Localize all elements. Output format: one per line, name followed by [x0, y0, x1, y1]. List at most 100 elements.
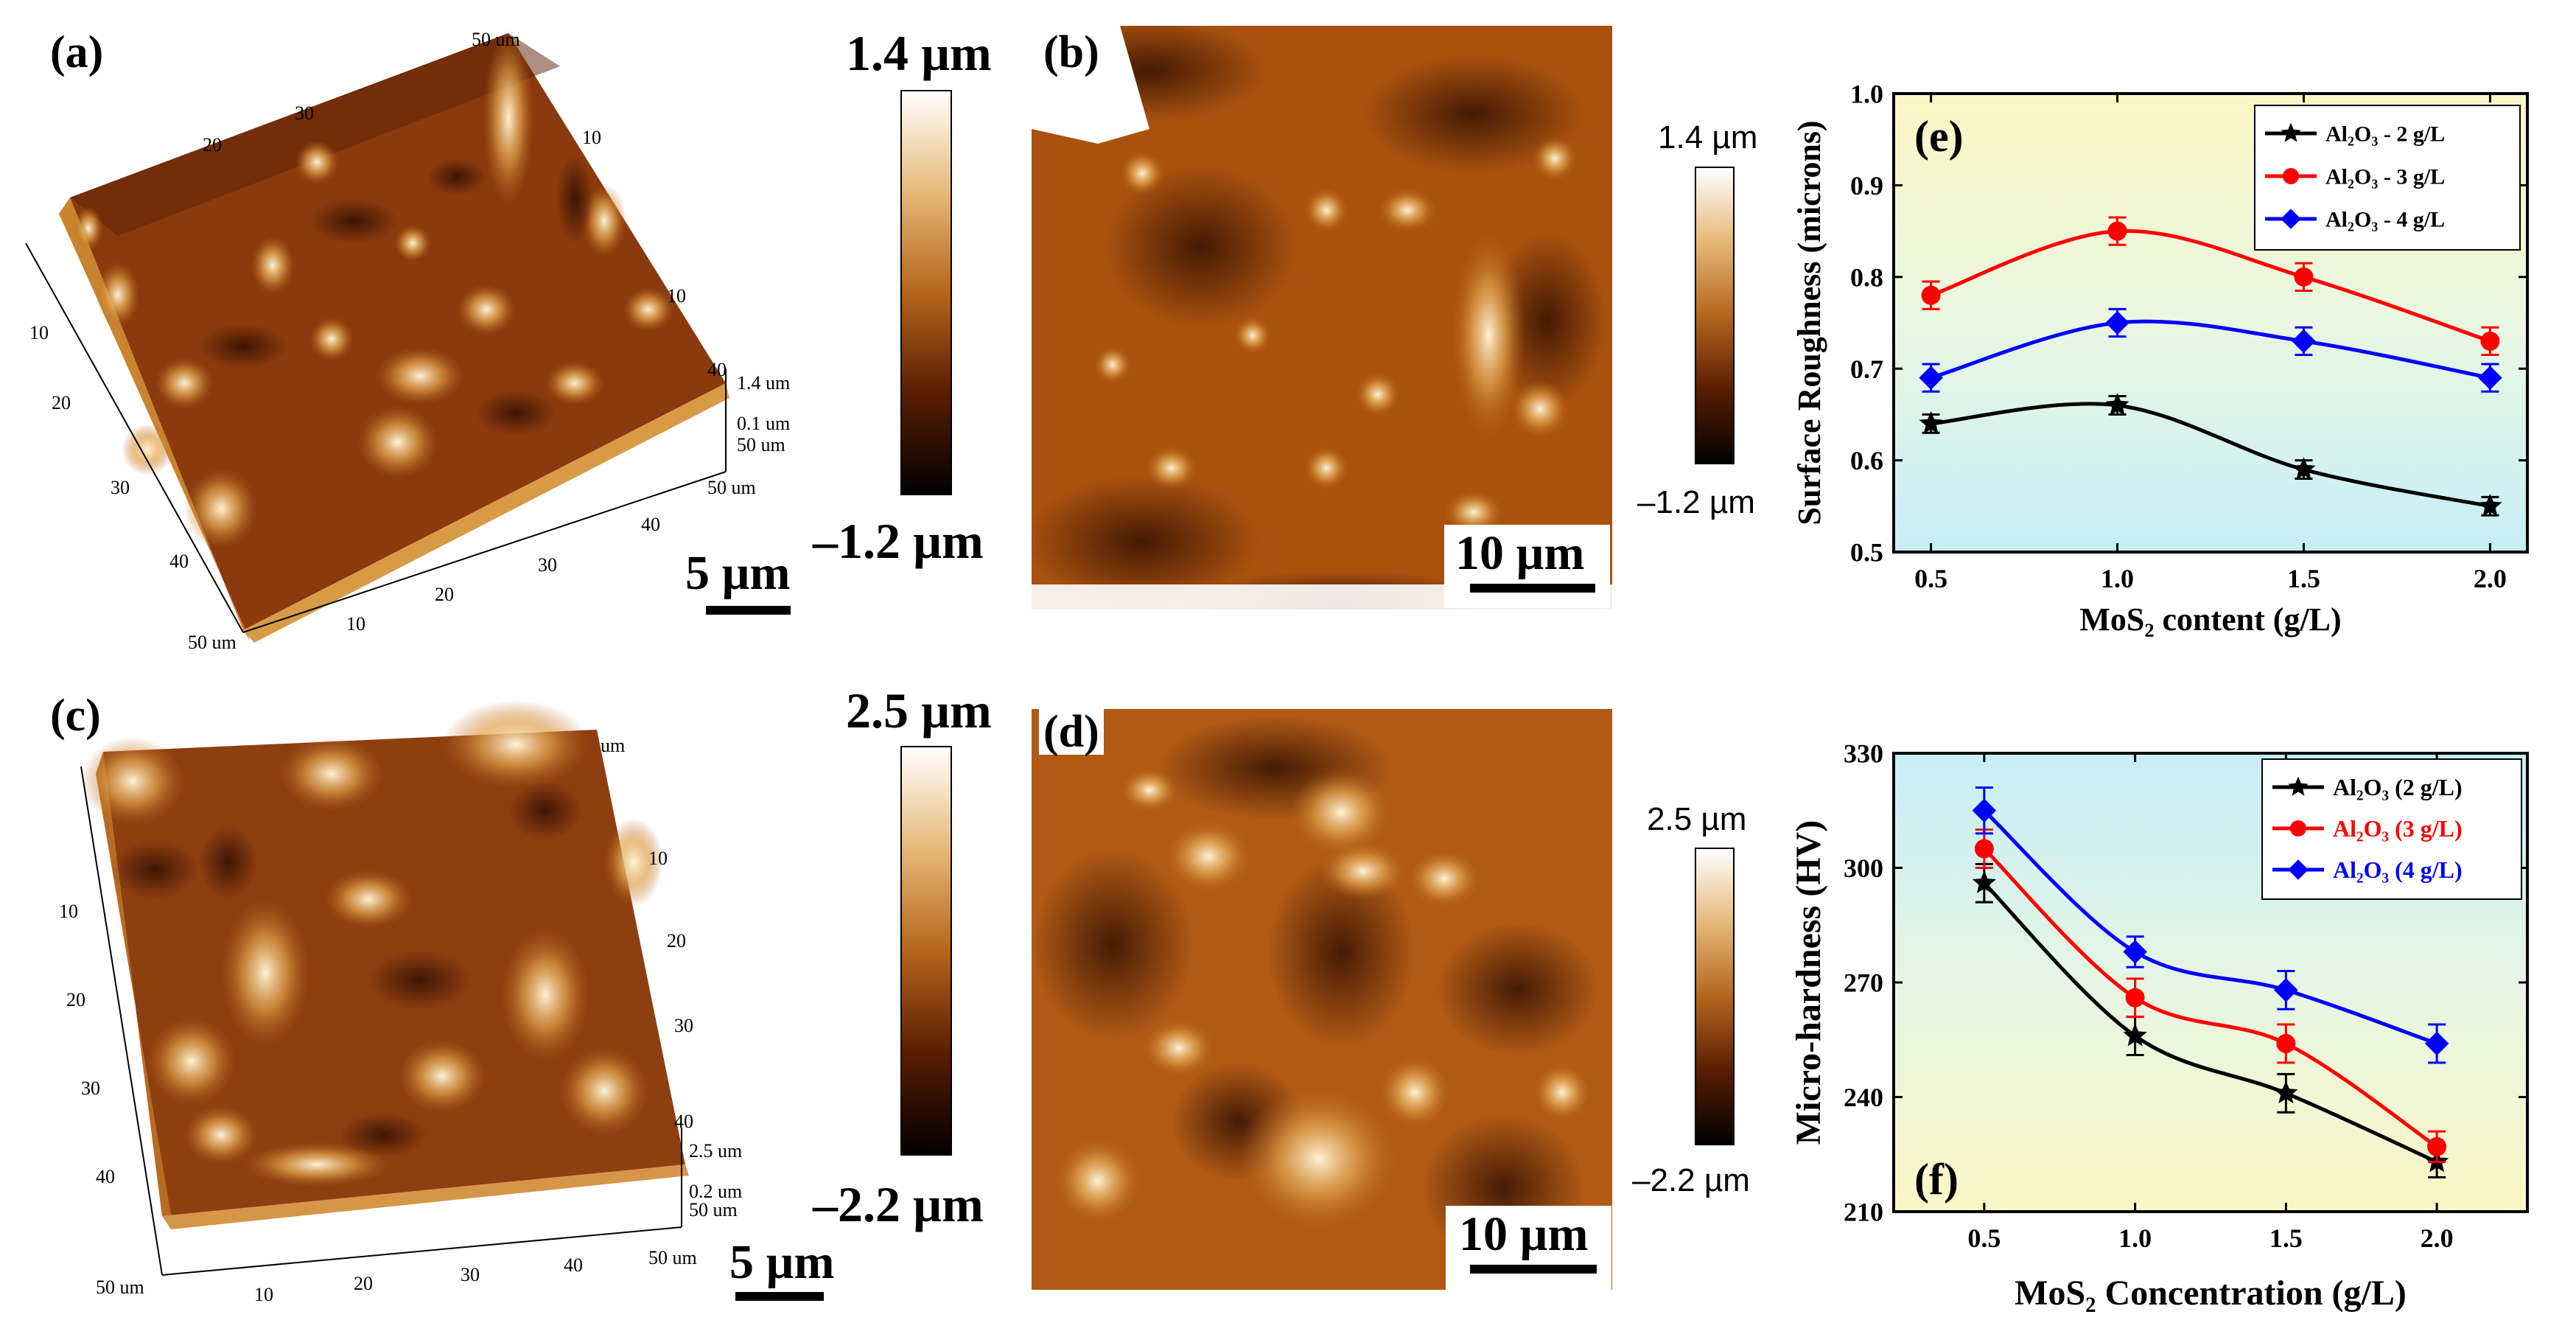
- axis-tick: 40: [564, 1254, 583, 1276]
- data-point: [2427, 1136, 2447, 1156]
- series-line: [1931, 402, 2491, 509]
- data-point: [1972, 870, 1996, 893]
- colorbar-a-top-label: 1.4 µm: [846, 25, 992, 81]
- axis-tick: 20: [203, 134, 222, 156]
- axis-tick: 10: [667, 285, 686, 307]
- legend: Al₂O₃ (2 g/L) Al₂O₃ (3 g/L) Al₂O₃ (4 g/L): [2261, 758, 2522, 900]
- y-tick-label: 0.9: [1850, 171, 1883, 200]
- x-tick-label: 0.5: [1914, 564, 1947, 593]
- panel-label-f: (f): [1914, 1155, 1959, 1204]
- colorbar-b-top-label: 1.4 µm: [1658, 119, 1758, 156]
- data-point: [1919, 366, 1943, 390]
- series: [1974, 828, 2447, 1164]
- afm-3d-surface-a: 50 um 10 20 30 10 20 30 40 50 um 10 20 3…: [25, 29, 790, 653]
- colorbar-b-bottom-label: –1.2 µm: [1637, 484, 1755, 520]
- legend-label: Al₂O₃ (4 g/L): [2333, 856, 2463, 883]
- axis-tick: 30: [461, 1264, 480, 1285]
- series-line: [1930, 228, 2491, 343]
- x-tick-label: 2.0: [2421, 1223, 2454, 1253]
- data-point: [2281, 122, 2301, 142]
- axis-tick: 10: [648, 848, 668, 869]
- data-point: [2125, 988, 2145, 1008]
- axis-tick: 30: [295, 102, 314, 124]
- axis-tick: 0.1 um: [737, 413, 790, 434]
- panel-c: um 10 20 30 10 20 30 40 50 um 10 20 30 4…: [0, 678, 835, 1334]
- data-point: [2288, 859, 2309, 880]
- colorbar-c-bottom-label: –2.2 µm: [813, 1176, 984, 1232]
- x-tick-label: 1.0: [2101, 564, 2134, 593]
- legend-label: Al₂O₃ - 2 g/L: [2325, 122, 2445, 147]
- axis-tick: 40: [707, 359, 727, 380]
- y-tick-label: 1.0: [1850, 80, 1883, 109]
- y-tick-label: 0.6: [1850, 446, 1883, 475]
- series-line: [1983, 847, 2438, 1148]
- scale-bar-b: [1470, 584, 1595, 593]
- panel-label-c: (c): [46, 693, 105, 738]
- colorbar-b: [1695, 167, 1735, 464]
- axis-tick: 0.2 um: [689, 1181, 742, 1202]
- x-tick-label: 2.0: [2474, 564, 2507, 593]
- axis-tick: 2.5 um: [689, 1140, 742, 1162]
- series: [1972, 862, 2449, 1178]
- panel-label-e: (e): [1914, 112, 1964, 161]
- y-tick-label: 270: [1844, 968, 1883, 998]
- colorbar-d-top-label: 2.5 µm: [1647, 801, 1747, 837]
- chart-e: 0.5 0.6 0.7 0.8 0.9 1.0 0.5 1.0 1.5 2.0 MoS₂ conte…: [1791, 80, 2529, 638]
- data-point: [2478, 366, 2502, 390]
- scale-bar-box-b: [1444, 525, 1610, 608]
- axis-tick: 20: [52, 392, 71, 413]
- axis-tick: 10: [29, 322, 49, 343]
- chart-f: 210 240 270 300 330 0.5 1.0 1.5 2.0 MoS₂ Concentr…: [1789, 739, 2529, 1313]
- panel-a: 50 um 10 20 30 10 20 30 40 50 um 10 20 3…: [0, 0, 811, 663]
- axis-tick: 50 um: [689, 1199, 738, 1220]
- axis-tick: 50 um: [472, 29, 520, 50]
- axis-tick: 50 um: [707, 477, 756, 498]
- axis-tick: 30: [111, 477, 130, 498]
- axis-tick: 40: [641, 514, 660, 535]
- axis-tick: 30: [81, 1078, 100, 1099]
- scale-bar-a: [706, 606, 791, 615]
- series: [1919, 307, 2502, 393]
- data-point: [2281, 209, 2301, 229]
- legend: Al₂O₃ - 2 g/L Al₂O₃ - 3 g/L Al₂O₃ - 4 g/L: [2254, 105, 2521, 251]
- panel-label-b: (b): [1039, 29, 1104, 75]
- data-point: [2105, 393, 2129, 416]
- axis-tick: 40: [674, 1111, 693, 1132]
- data-point: [2105, 310, 2129, 335]
- data-point: [2123, 940, 2147, 964]
- legend-label: Al₂O₃ - 4 g/L: [2325, 208, 2445, 232]
- data-point: [2276, 1033, 2296, 1053]
- data-point: [2274, 978, 2298, 1002]
- axis-tick: 10: [346, 613, 365, 635]
- series: [1921, 216, 2500, 357]
- legend-label: Al₂O₃ (3 g/L): [2333, 815, 2463, 842]
- data-point: [2294, 267, 2314, 287]
- x-tick-label: 0.5: [1967, 1223, 2001, 1253]
- scale-bar-label-a: 5 µm: [685, 546, 791, 600]
- axis-tick: 40: [96, 1166, 115, 1187]
- colorbar-a: [900, 90, 952, 495]
- axis-tick: 40: [169, 551, 189, 572]
- x-axis-label: MoS₂ Concentration (g/L): [2015, 1274, 2407, 1313]
- axis-tick: 20: [435, 584, 454, 605]
- data-point: [1919, 411, 1943, 434]
- colorbar-a-bottom-label: –1.2 µm: [813, 513, 984, 569]
- axis-tick: 30: [538, 554, 557, 576]
- colorbar-c-top-label: 2.5 µm: [846, 682, 992, 738]
- afm-2d-image-b: [1032, 26, 1612, 610]
- scale-bar-label-b: 10 µm: [1455, 526, 1585, 580]
- axis-tick: 20: [354, 1273, 373, 1294]
- axis-tick: 1.4 um: [737, 372, 790, 394]
- data-point: [2292, 329, 2316, 354]
- plot-frame: [1892, 92, 2529, 553]
- data-point: [2480, 331, 2500, 351]
- axis-tick: 50 um: [648, 1247, 697, 1268]
- y-tick-label: 240: [1844, 1083, 1883, 1112]
- scale-bar-label-c: 5 µm: [729, 1235, 835, 1289]
- axis-tick: 20: [667, 930, 686, 951]
- data-point: [2283, 168, 2299, 184]
- x-tick-label: 1.5: [2269, 1223, 2303, 1253]
- y-tick-label: 0.5: [1850, 538, 1883, 568]
- axis-tick: 50 um: [188, 632, 237, 653]
- colorbar-c: [900, 746, 952, 1156]
